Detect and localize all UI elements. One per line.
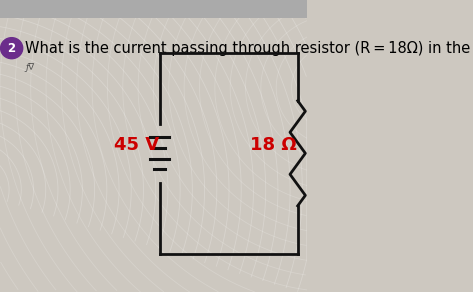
Circle shape	[0, 38, 23, 59]
Text: ƒ∇: ƒ∇	[25, 63, 34, 72]
Text: 18 Ω: 18 Ω	[250, 135, 297, 154]
Bar	[0, 0, 307, 18]
Text: 2: 2	[8, 42, 16, 55]
Text: What is the current passing through resistor (R = 18Ω) in the circuit?: What is the current passing through resi…	[25, 41, 473, 56]
Text: 45 V: 45 V	[114, 135, 159, 154]
